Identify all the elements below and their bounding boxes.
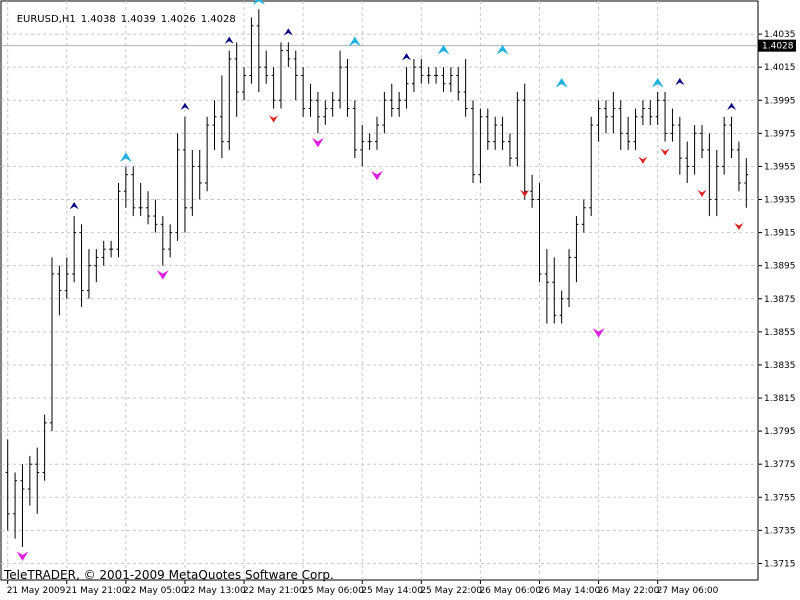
fractal-down-arrow xyxy=(697,189,707,197)
open-value: 1.4038 xyxy=(80,14,116,25)
y-tick-label: 1.4035 xyxy=(764,30,796,40)
current-price-label: 1.4028 xyxy=(762,42,794,52)
y-tick-label: 1.3855 xyxy=(764,328,796,338)
y-tick-label: 1.3915 xyxy=(764,229,796,239)
fractal-up-arrow xyxy=(402,53,412,61)
fractal-up-arrow xyxy=(727,102,737,110)
symbol-info: EURUSD,H1 1.4038 1.4039 1.4026 1.4028 xyxy=(4,3,241,36)
y-tick-label: 1.3815 xyxy=(764,394,796,404)
fractal-up-arrow xyxy=(69,202,79,210)
y-tick-label: 1.4015 xyxy=(764,63,796,73)
plot-frame xyxy=(0,0,759,581)
fractal-up-arrow xyxy=(437,44,450,55)
fractal-up-arrow xyxy=(496,44,509,55)
fractal-up-arrow xyxy=(252,0,265,5)
y-tick-label: 1.3735 xyxy=(764,526,796,536)
x-tick-label: 27 May 06:00 xyxy=(657,586,719,596)
y-tick-label: 1.3975 xyxy=(764,129,796,139)
x-tick-label: 26 May 22:00 xyxy=(598,586,660,596)
fractal-down-arrow xyxy=(592,327,605,338)
fractal-up-arrow xyxy=(651,77,664,88)
fractal-up-arrow xyxy=(180,102,190,110)
y-tick-label: 1.3755 xyxy=(764,493,796,503)
x-tick-label: 21 May 2009 xyxy=(7,586,66,596)
high-value: 1.4039 xyxy=(120,14,156,25)
x-tick-label: 22 May 05:00 xyxy=(125,586,187,596)
y-tick-label: 1.3775 xyxy=(764,460,796,470)
x-tick-label: 25 May 22:00 xyxy=(420,586,482,596)
fractal-down-arrow xyxy=(734,222,744,231)
fractal-down-arrow xyxy=(660,148,670,156)
x-tick-label: 25 May 06:00 xyxy=(302,586,364,596)
fractal-up-arrow xyxy=(119,152,132,163)
fractal-down-arrow xyxy=(16,551,29,561)
y-tick-label: 1.3955 xyxy=(764,162,796,172)
y-tick-label: 1.3995 xyxy=(764,96,796,106)
symbol-label: EURUSD,H1 xyxy=(16,14,76,25)
fractal-down-arrow xyxy=(520,189,530,197)
fractal-down-arrow xyxy=(638,156,648,164)
x-tick-label: 25 May 14:00 xyxy=(361,586,423,596)
fractal-down-arrow xyxy=(371,170,383,181)
fractal-down-arrow xyxy=(311,137,324,148)
y-tick-label: 1.3795 xyxy=(764,427,796,437)
fractal-up-arrow xyxy=(283,28,293,36)
y-tick-label: 1.3715 xyxy=(764,559,796,569)
fractal-up-arrow xyxy=(224,36,234,44)
close-value: 1.4028 xyxy=(200,14,236,25)
fractal-up-arrow xyxy=(675,77,685,86)
fractal-up-arrow xyxy=(348,36,361,47)
x-tick-label: 22 May 21:00 xyxy=(243,586,305,596)
x-tick-label: 21 May 21:00 xyxy=(66,586,128,596)
y-tick-label: 1.3875 xyxy=(764,295,796,305)
low-value: 1.4026 xyxy=(160,14,196,25)
current-price-box xyxy=(758,39,796,52)
y-tick-label: 1.3835 xyxy=(764,361,796,371)
x-tick-label: 26 May 06:00 xyxy=(479,586,541,596)
copyright-text: TeleTRADER, © 2001-2009 MetaQuotes Softw… xyxy=(4,568,334,582)
fractal-down-arrow xyxy=(269,115,279,123)
y-tick-label: 1.3935 xyxy=(764,196,796,206)
x-tick-label: 26 May 14:00 xyxy=(538,586,600,596)
fractal-up-arrow xyxy=(555,77,568,88)
fractal-down-arrow xyxy=(156,270,169,280)
x-tick-label: 22 May 13:00 xyxy=(184,586,246,596)
y-tick-label: 1.3895 xyxy=(764,262,796,272)
